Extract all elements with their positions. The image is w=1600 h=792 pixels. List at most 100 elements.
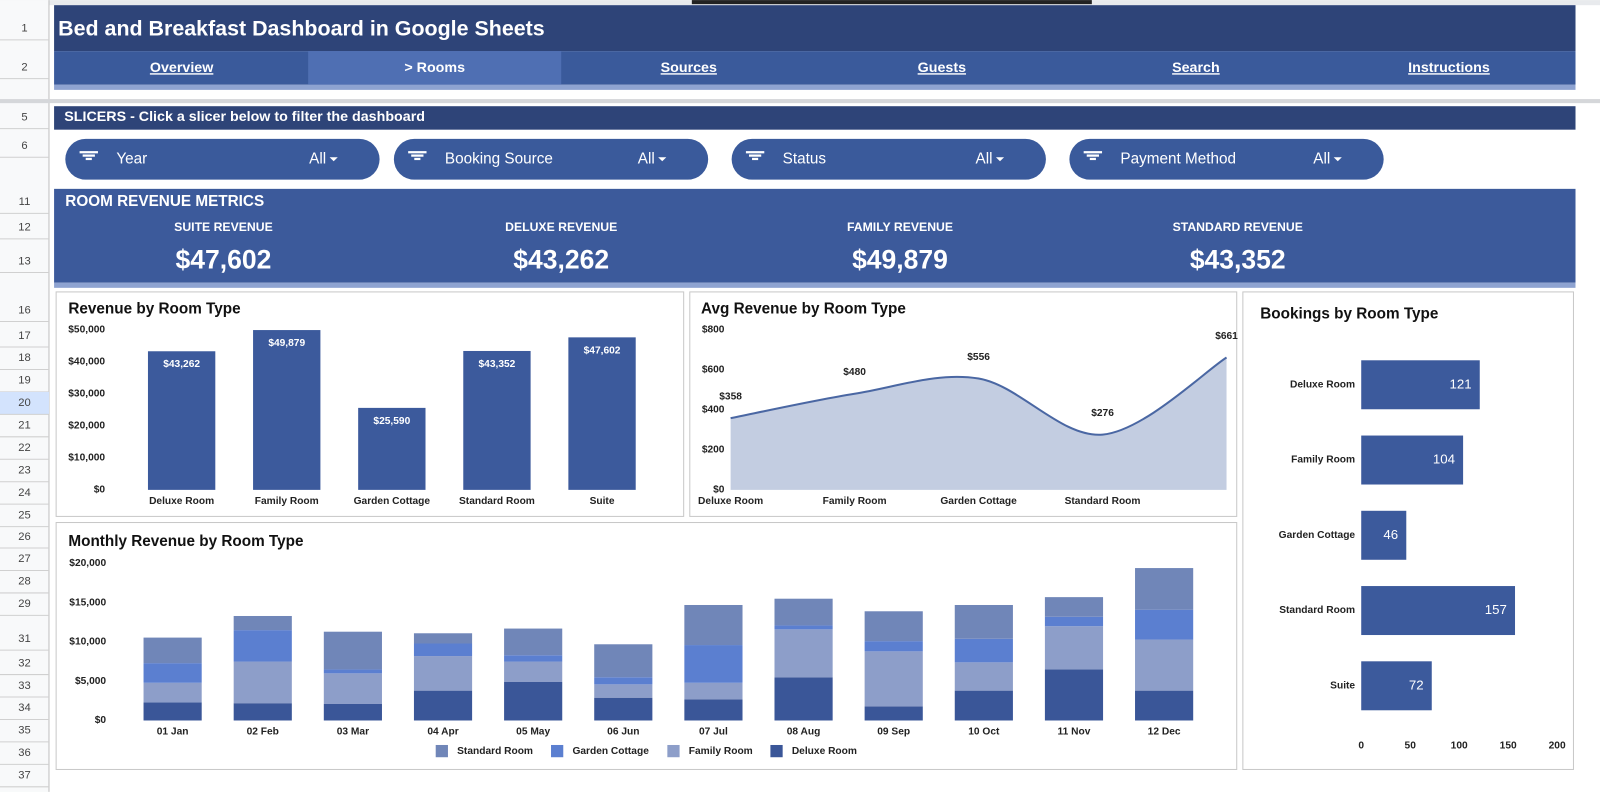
bar-segment [413,656,473,691]
row-number: 37 [18,770,30,782]
bar-segment [143,637,202,664]
x-tick-label: 05 May [516,726,550,737]
x-tick-label: 0 [1358,741,1364,752]
dropdown-caret[interactable] [658,157,667,162]
bar-segment [323,631,382,670]
slicer-pill[interactable] [393,138,709,180]
nav-tab[interactable]: Sources [661,60,717,76]
line [730,356,1228,436]
slicer[interactable]: Booking Source All [393,138,709,180]
row-number: 23 [18,464,30,476]
row-number: 21 [18,420,30,432]
value-label: $49,879 [268,338,305,349]
x-tick-label: Suite [590,496,615,507]
metrics: SUITE REVENUE $47,602 DELUXE REVENUE $43,26… [174,220,1303,274]
y-tick-label: $20,000 [69,558,106,569]
bar-segment [413,643,473,657]
row-number: 35 [18,725,30,737]
row-number: 19 [18,375,30,387]
row-numbers: 1256111213161718192021222324252627282931… [0,23,49,788]
slicer-pill[interactable] [731,138,1046,180]
row-number: 27 [18,553,30,565]
row-number: 31 [18,633,30,645]
x-tick-label: Garden Cottage [354,496,431,507]
bar-segment [864,641,923,652]
row-number: 34 [18,702,30,714]
bar-segment [1135,639,1194,691]
filter-icon [745,151,765,154]
nav-tab-active[interactable]: > Rooms [404,60,465,76]
bar-segment [1135,609,1194,640]
row-number: 12 [18,222,30,234]
y-tick-label: Deluxe Room [1290,379,1355,390]
slicer[interactable]: Status All [731,138,1046,180]
slicer-label: Payment Method [1120,150,1236,167]
slicer[interactable]: Year All [65,138,380,180]
metric-value: $43,262 [513,244,609,274]
chart-title: Monthly Revenue by Room Type [68,533,303,550]
filter-icon [1086,154,1099,157]
value-label: $556 [967,352,990,363]
bar [1361,586,1516,636]
x-tick-label: 09 Sep [877,726,910,737]
bar-segment [323,669,382,674]
bar-segment [143,663,202,683]
slicer-pill[interactable] [1069,138,1384,180]
y-tick-label: $800 [702,324,725,335]
x-tick-label: Family Room [255,496,319,507]
active-tab-background [308,51,562,85]
dropdown-caret[interactable] [329,157,338,162]
bar [1361,661,1432,711]
bar-segment [413,633,473,644]
value-label: $25,590 [373,416,410,427]
filter-icon [85,157,92,161]
bar-segment [1044,597,1104,617]
dropdown-caret[interactable] [1333,157,1342,162]
chart-frame [689,291,1238,517]
filter-icon [1083,151,1103,154]
dropdown-caret[interactable] [995,157,1005,162]
bar-segment [1044,616,1104,627]
bar-segment [864,611,923,642]
row-number: 26 [18,531,30,543]
metrics-strip [54,282,1576,288]
y-tick-label: $10,000 [69,637,106,648]
slicers-header [54,106,1576,130]
bar-segment [594,677,653,685]
y-tick-label: $40,000 [68,356,105,367]
legend-label: Standard Room [457,746,533,757]
row-number: 28 [18,576,30,588]
value-label: 121 [1449,376,1471,391]
legend-swatch [770,744,783,758]
value-label: $358 [719,391,742,402]
bar [147,351,216,490]
bar-segment [594,644,653,678]
bar-segment [504,681,563,721]
bar-segment [323,673,382,704]
bar-segment [864,706,923,721]
bar [1361,435,1464,485]
y-tick-label: Garden Cottage [1279,530,1356,541]
row-number: 13 [18,255,30,267]
slicer[interactable]: Payment Method All [1069,138,1384,180]
nav-tab[interactable]: Search [1172,60,1220,76]
bar [1361,360,1480,410]
slicers: Year All Booking Source All Status All Payment… [65,138,1384,180]
y-tick-label: $20,000 [68,420,105,431]
y-tick-label: Standard Room [1279,605,1355,616]
nav-tab[interactable]: Instructions [1408,60,1490,76]
x-tick-label: 100 [1451,741,1468,752]
nav-tab[interactable]: Overview [150,60,214,76]
bar-segment [684,604,743,646]
x-tick-label: 04 Apr [427,726,458,737]
row-number: 17 [18,330,30,342]
legend-swatch [667,744,680,758]
row-number: 24 [18,487,30,499]
slicer-pill[interactable] [65,138,380,180]
bar-segment [143,682,202,703]
nav-tab[interactable]: Guests [918,60,966,76]
value-label: $661 [1215,331,1238,342]
x-tick-label: Standard Room [459,496,535,507]
metrics-panel [54,188,1576,283]
row-number: 33 [18,680,30,692]
